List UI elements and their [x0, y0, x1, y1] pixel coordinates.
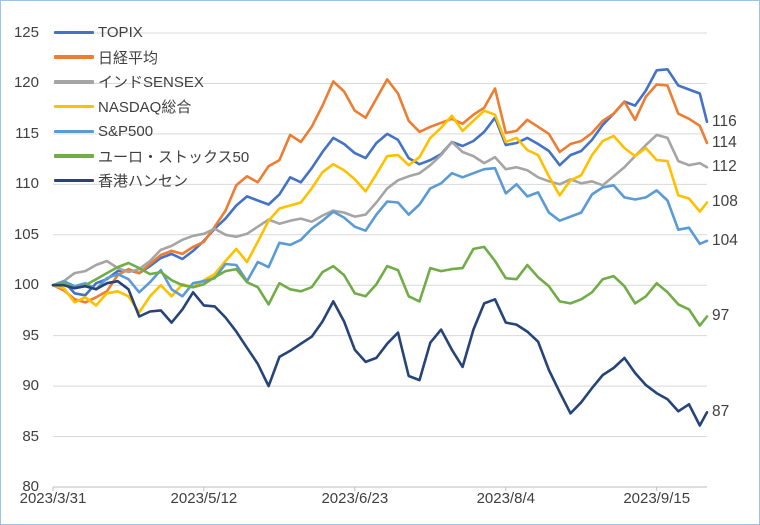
legend-item-topix: TOPIX	[54, 24, 143, 41]
series-end-label: 114	[712, 133, 737, 151]
y-axis-label: 125	[13, 24, 39, 41]
x-axis-label: 2023/5/12	[170, 490, 238, 507]
legend-swatch	[54, 154, 94, 158]
legend-swatch	[54, 30, 94, 35]
legend-item-sensex: インドSENSEX	[54, 73, 204, 92]
legend-item-eurostoxx: ユーロ・ストックス50	[54, 148, 250, 166]
legend-swatch	[54, 129, 94, 133]
y-axis-label: 90	[22, 377, 39, 395]
y-axis-label: 110	[15, 175, 39, 193]
legend-item-nikkei: 日経平均	[54, 49, 159, 67]
y-axis-label: 95	[22, 326, 39, 344]
legend-label: TOPIX	[98, 24, 143, 41]
legend-swatch	[54, 80, 94, 84]
y-axis-label: 100	[13, 276, 39, 294]
legend-label: インドSENSEX	[98, 74, 204, 92]
legend-swatch	[54, 104, 94, 109]
series-end-label: 108	[712, 193, 738, 211]
x-axis-label: 2023/8/4	[476, 490, 535, 507]
legend-label: S&P500	[98, 122, 154, 140]
y-axis-label: 115	[15, 124, 39, 142]
series-end-label: 112	[712, 158, 737, 176]
legend-item-hangseng: 香港ハンセン	[54, 172, 189, 191]
y-axis-label: 105	[13, 225, 39, 243]
legend-swatch	[54, 178, 94, 183]
legend-swatch	[54, 55, 94, 59]
legend-label: ユーロ・ストックス50	[98, 148, 250, 166]
x-axis-label: 2023/6/23	[321, 490, 389, 507]
series-end-label: 97	[712, 307, 730, 325]
legend-item-sp500: S&P500	[54, 123, 153, 140]
legend-label: 日経平均	[98, 49, 159, 67]
y-axis-label: 85	[22, 427, 39, 445]
legend-label: NASDAQ総合	[98, 99, 192, 117]
series-end-label: 87	[712, 403, 730, 421]
series-end-label: 116	[712, 112, 737, 130]
legend-item-nasdaq: NASDAQ総合	[54, 98, 192, 117]
x-axis-label: 2023/9/15	[623, 490, 691, 507]
y-axis-label: 120	[13, 74, 39, 92]
legend-label: 香港ハンセン	[98, 173, 189, 191]
x-axis-label: 2023/3/31	[19, 490, 87, 507]
y-axis-label: 80	[22, 478, 39, 495]
series-end-label: 104	[712, 231, 738, 249]
